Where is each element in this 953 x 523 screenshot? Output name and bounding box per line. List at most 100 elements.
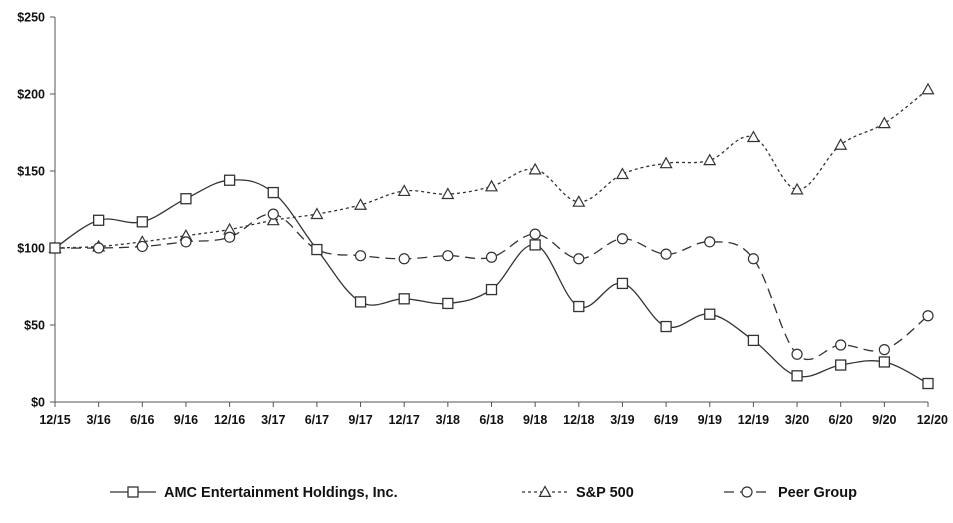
data-point-circle	[660, 248, 672, 260]
legend-item: S&P 500	[522, 485, 634, 501]
data-point-circle	[791, 348, 803, 360]
data-point-square	[747, 334, 760, 347]
data-point-square	[223, 174, 236, 186]
legend-marker-circle	[741, 486, 753, 498]
legend-label: S&P 500	[576, 485, 634, 501]
axes: $0 $50 $100 $150 $200 $250 12/15 3/16 6/16 9/16 12…	[17, 11, 948, 428]
legend-item: Peer Group	[724, 485, 857, 501]
y-tick-label: $100	[17, 242, 45, 256]
x-tick-label: 3/16	[86, 413, 110, 427]
y-tick-label: $0	[31, 396, 45, 410]
data-point-triangle	[354, 198, 368, 210]
data-point-square	[311, 243, 323, 256]
data-point-square	[573, 300, 585, 313]
data-point-circle	[704, 236, 716, 248]
data-point-circle	[616, 233, 629, 245]
x-tick-label: 6/18	[479, 413, 503, 427]
data-point-triangle	[528, 162, 542, 175]
data-point-circle	[267, 208, 279, 220]
data-point-circle	[747, 253, 760, 265]
series-line	[54, 88, 929, 249]
data-point-square	[180, 193, 192, 205]
data-point-square	[791, 370, 803, 382]
data-point-circle	[224, 231, 236, 243]
data-point-circle	[529, 228, 541, 240]
data-point-square	[485, 283, 498, 296]
x-tick-label: 9/19	[698, 413, 722, 427]
x-tick-label: 3/18	[436, 413, 460, 427]
data-point-circle	[442, 250, 454, 262]
data-point-triangle	[266, 213, 280, 226]
data-point-square	[616, 277, 629, 290]
x-tick-label: 12/18	[563, 413, 594, 427]
data-point-circle	[354, 250, 367, 262]
data-point-triangle	[484, 179, 499, 192]
x-tick-label: 9/18	[523, 413, 547, 427]
data-point-square	[93, 214, 105, 226]
data-point-triangle	[615, 167, 629, 180]
data-point-square	[442, 297, 454, 310]
data-point-circle	[398, 253, 410, 265]
data-point-circle	[878, 344, 890, 356]
data-point-triangle	[834, 138, 848, 150]
data-point-square	[660, 320, 672, 333]
data-point-square	[49, 242, 61, 254]
data-point-triangle	[877, 116, 891, 129]
data-point-square	[704, 308, 716, 320]
data-point-circle	[136, 240, 148, 253]
data-point-triangle	[790, 182, 804, 195]
legend-marker-triangle	[538, 485, 552, 497]
x-tick-label: 9/20	[872, 413, 896, 427]
x-tick-label: 3/17	[261, 413, 285, 427]
data-point-triangle	[572, 195, 586, 207]
data-point-triangle	[921, 82, 935, 95]
data-point-square	[835, 359, 847, 371]
series-line	[54, 213, 929, 361]
data-point-square	[922, 377, 934, 390]
x-tick-label: 12/16	[214, 413, 245, 427]
x-tick-label: 12/20	[917, 413, 948, 427]
y-tick-label: $150	[17, 165, 45, 179]
legend-label: Peer Group	[778, 485, 857, 501]
data-point-triangle	[310, 207, 324, 220]
data-point-circle	[573, 253, 585, 265]
legend: AMC Entertainment Holdings, Inc. S&P 500 P…	[110, 485, 857, 501]
data-point-triangle	[659, 156, 673, 169]
y-tick-label: $50	[24, 319, 45, 333]
x-tick-label: 12/15	[39, 413, 70, 427]
data-point-triangle	[441, 187, 455, 200]
data-point-triangle	[703, 153, 717, 166]
x-tick-label: 9/16	[174, 413, 198, 427]
x-tick-label: 9/17	[348, 413, 372, 427]
x-tick-label: 6/20	[829, 413, 853, 427]
x-tick-label: 3/19	[610, 413, 634, 427]
x-tick-label: 6/19	[654, 413, 678, 427]
data-point-circle	[922, 310, 934, 322]
data-point-square	[267, 186, 279, 199]
series-triangle	[48, 82, 935, 253]
data-point-circle	[835, 339, 847, 351]
x-tick-label: 3/20	[785, 413, 809, 427]
series-square	[49, 174, 934, 390]
data-point-circle	[485, 251, 498, 263]
x-tick-label: 12/17	[389, 413, 420, 427]
data-point-triangle	[397, 184, 411, 197]
data-point-square	[354, 296, 367, 308]
y-tick-label: $200	[17, 88, 45, 102]
data-point-square	[529, 239, 541, 251]
data-point-square	[136, 216, 148, 228]
data-point-triangle	[746, 130, 760, 143]
y-tick-label: $250	[17, 11, 45, 25]
legend-item: AMC Entertainment Holdings, Inc.	[110, 485, 398, 501]
x-tick-label: 12/19	[738, 413, 769, 427]
data-point-square	[398, 293, 410, 305]
data-point-circle	[180, 236, 192, 248]
x-tick-label: 6/17	[305, 413, 329, 427]
legend-marker-square	[127, 486, 139, 498]
legend-label: AMC Entertainment Holdings, Inc.	[164, 485, 398, 501]
data-point-circle	[93, 242, 105, 254]
x-tick-label: 6/16	[130, 413, 154, 427]
data-point-square	[878, 356, 890, 368]
